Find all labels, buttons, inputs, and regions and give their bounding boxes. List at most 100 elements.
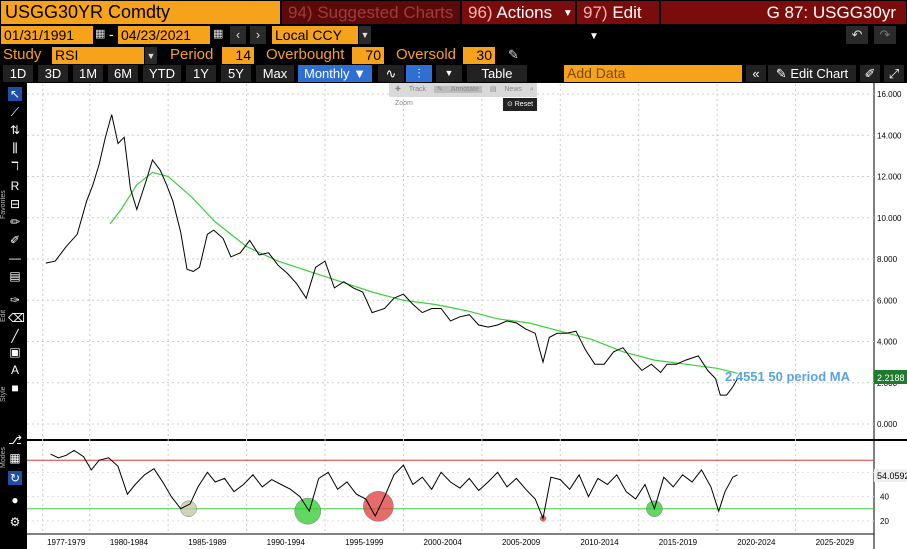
end-date-input[interactable]: 04/23/2021 xyxy=(118,26,210,44)
oversold-input[interactable]: 30 xyxy=(463,47,495,64)
grid-icon[interactable]: ▦ xyxy=(9,451,21,465)
x-tick-label: 2015-2019 xyxy=(659,538,698,547)
x-tick-label: 1995-1999 xyxy=(345,538,384,547)
stroke-icon[interactable]: ╱ xyxy=(11,329,19,343)
suggested-charts-number: 94) xyxy=(288,3,313,22)
rsi-highlight-circle xyxy=(180,500,197,517)
rsi-threshold-lines xyxy=(27,459,874,510)
settings-gear-icon[interactable]: ⚙ xyxy=(9,515,21,529)
box-icon[interactable]: ■ xyxy=(11,381,19,395)
expand-icon[interactable]: ⤢ xyxy=(884,65,904,82)
period-input[interactable]: 14 xyxy=(222,47,254,64)
y-tick-label: 10.000 xyxy=(877,214,902,223)
undo-icon[interactable]: ↶ xyxy=(846,26,868,44)
date-separator: - xyxy=(109,26,114,42)
brush-icon[interactable]: ✐ xyxy=(9,233,21,247)
pen-icon[interactable]: ✎ xyxy=(508,47,519,62)
bar-chart-icon[interactable]: ⫶ xyxy=(406,65,432,82)
layers-icon[interactable]: ▤ xyxy=(9,269,21,283)
ma-label: 2.4551 50 period MA xyxy=(725,369,851,384)
table-button[interactable]: Table xyxy=(467,65,527,82)
period-6m-button[interactable]: 6M xyxy=(108,65,138,82)
font-icon[interactable]: A xyxy=(10,363,19,377)
fan-icon[interactable]: ℸ xyxy=(11,159,19,173)
marker-icon[interactable]: ✑ xyxy=(9,293,21,307)
edit-menu-button[interactable]: 97) Edit ▼ xyxy=(577,1,659,42)
chevron-right-icon[interactable]: › xyxy=(250,26,266,44)
last-price-badge xyxy=(874,370,907,384)
pencil-tool-icon[interactable]: ✏ xyxy=(9,215,21,229)
study-bar: Study RSI ▼ Period 14 Overbought 70 Over… xyxy=(0,45,907,65)
chart-tools-bar: ✚ Track ✎ Annotate ▤ News ⌕ Zoom xyxy=(389,83,537,107)
start-date-input[interactable]: 01/31/1991 xyxy=(1,26,93,44)
redo-icon[interactable]: ↷ xyxy=(874,26,896,44)
period-1d-button[interactable]: 1D xyxy=(3,65,33,82)
x-tick-label: 1990-1994 xyxy=(267,538,306,547)
calendar-icon[interactable]: ▦ xyxy=(213,28,224,40)
eraser-icon[interactable]: ⌫ xyxy=(8,311,25,325)
y-tick-label: 12.000 xyxy=(877,173,902,182)
zoom-button[interactable]: ⌕ Zoom xyxy=(395,86,534,107)
x-tick-label: 2025-2029 xyxy=(816,538,855,547)
annotate-button[interactable]: ✎ Annotate xyxy=(434,86,482,93)
period-ytd-button[interactable]: YTD xyxy=(143,65,181,82)
channel-icon[interactable]: ⊟ xyxy=(9,197,21,211)
overbought-label: Overbought xyxy=(266,46,345,63)
suggested-charts-button[interactable]: 94) Suggested Charts xyxy=(282,1,460,24)
period-5y-button[interactable]: 5Y xyxy=(221,65,251,82)
line-chart-icon[interactable]: ∿ xyxy=(378,65,404,82)
cursor-icon[interactable]: ↖ xyxy=(8,87,22,101)
currency-select[interactable]: Local CCY xyxy=(272,26,358,44)
ticker-input[interactable]: USGG30YR Comdty xyxy=(1,1,280,24)
chart-type-dropdown-icon[interactable]: ▼ xyxy=(436,65,462,82)
y-tick-label: 0.000 xyxy=(877,420,898,429)
retracement-icon[interactable]: R xyxy=(10,179,20,193)
trend-icon[interactable]: ⇅ xyxy=(9,123,21,137)
track-button[interactable]: ✚ Track xyxy=(395,86,427,93)
compare-icon[interactable]: ⎇ xyxy=(8,433,22,447)
fib-icon[interactable]: ⫼ xyxy=(12,141,18,155)
rsi-highlight-circle xyxy=(294,497,322,525)
study-select[interactable]: RSI xyxy=(52,47,144,64)
clipboard-icon[interactable]: ▣ xyxy=(9,345,21,359)
reset-button[interactable]: ⊙ Reset xyxy=(503,98,537,111)
x-tick-label: 2000-2004 xyxy=(424,538,463,547)
x-tick-label: 2010-2014 xyxy=(580,538,619,547)
collapse-icon[interactable]: « xyxy=(746,65,766,82)
x-axis-ticks: 1977-1979 1980-1984 1985-1989 1990-1994 1995… xyxy=(47,538,854,547)
y-tick-label: 6.000 xyxy=(877,296,898,305)
period-3d-button[interactable]: 3D xyxy=(38,65,68,82)
add-data-input[interactable]: Add Data xyxy=(564,65,742,82)
line-tool-icon[interactable]: ⟋ xyxy=(10,105,20,119)
frequency-select[interactable]: Monthly ▼ xyxy=(298,65,372,82)
calendar-icon[interactable]: ▦ xyxy=(95,28,106,40)
oversold-label: Oversold xyxy=(396,46,457,63)
edit-chart-label: Edit Chart xyxy=(790,66,849,81)
period-1y-button[interactable]: 1Y xyxy=(186,65,216,82)
period-1m-button[interactable]: 1M xyxy=(73,65,103,82)
refresh-icon[interactable]: ↻ xyxy=(8,471,22,485)
period-max-button[interactable]: Max xyxy=(256,65,294,82)
chevron-left-icon[interactable]: ‹ xyxy=(230,26,246,44)
actions-label: Actions xyxy=(496,3,553,22)
actions-menu-button[interactable]: 96) Actions ▼ xyxy=(462,1,575,24)
hline-icon[interactable]: — xyxy=(9,251,21,265)
chart-panel[interactable] xyxy=(27,83,907,549)
news-button[interactable]: ▤ News xyxy=(489,86,522,93)
pencil-icon: ✎ xyxy=(775,66,787,81)
y-tick-label: 4.000 xyxy=(877,338,898,347)
top-bar: USGG30YR Comdty 94) Suggested Charts 96)… xyxy=(0,0,907,42)
suggested-charts-label: Suggested Charts xyxy=(317,3,454,22)
x-tick-label: 1977-1979 xyxy=(47,538,86,547)
currency-dropdown-icon[interactable]: ▼ xyxy=(359,26,371,44)
study-dropdown-icon[interactable]: ▼ xyxy=(145,47,157,64)
x-tick-label: 2020-2024 xyxy=(737,538,776,547)
rsi-series-line xyxy=(50,449,738,521)
color-palette-icon[interactable]: ● xyxy=(11,493,19,507)
rsi-highlight-circle xyxy=(363,491,394,522)
pencil-square-icon[interactable]: ✐ xyxy=(860,65,880,82)
x-tick-label: 1985-1989 xyxy=(188,538,227,547)
overbought-input[interactable]: 70 xyxy=(352,47,384,64)
edit-chart-button[interactable]: ✎ Edit Chart xyxy=(768,65,856,82)
